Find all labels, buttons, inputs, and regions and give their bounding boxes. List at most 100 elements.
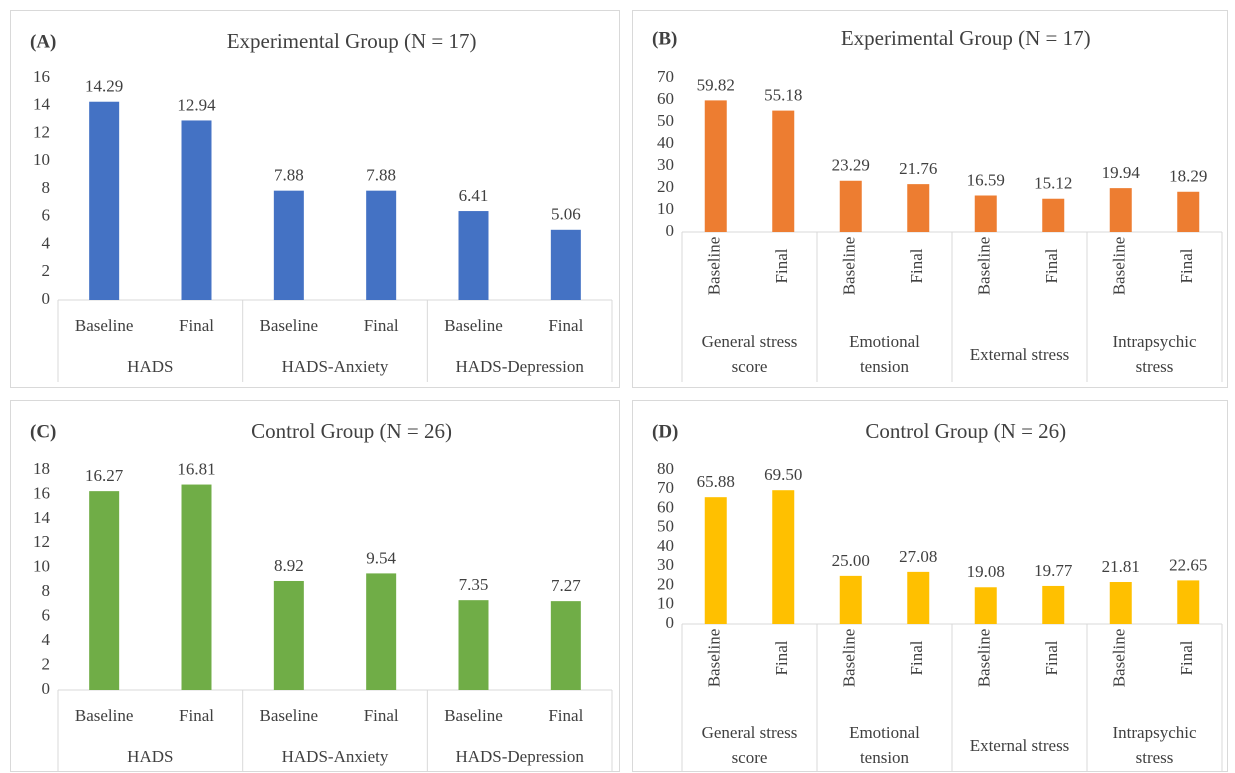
bar [839,575,862,624]
category-label: Final [1042,640,1061,675]
category-label: Baseline [705,237,724,296]
group-label-box: Emotional tension [849,332,920,376]
bar [550,229,581,300]
value-label: 12.94 [177,95,216,114]
value-label: 23.29 [832,156,870,175]
y-tick-label: 6 [42,206,51,225]
category-label: Baseline [260,316,319,335]
group-label-box: General stress score [702,332,798,376]
value-label: 14.29 [85,77,123,96]
value-label: 55.18 [764,86,802,105]
bar [1042,198,1065,232]
bar [1042,585,1065,624]
group-label: External stress [969,344,1070,364]
y-tick-label: 0 [666,221,675,240]
value-label: 7.88 [274,166,304,185]
group-label: HADS-Depression [455,746,584,766]
y-tick-label: 70 [657,478,674,497]
group-label-box: External stress [970,736,1070,755]
y-tick-label: 0 [42,679,51,698]
group-label: HADS [127,746,174,766]
value-label: 5.06 [551,205,581,224]
y-tick-label: 80 [657,459,674,478]
category-label: Baseline [75,706,134,725]
value-label: 16.81 [177,459,215,478]
y-tick-label: 10 [33,150,50,169]
category-label: Final [772,640,791,675]
y-tick-label: 16 [33,483,50,502]
y-tick-label: 50 [657,517,674,536]
category-label: Final [907,640,926,675]
bar [772,110,795,232]
y-tick-label: 16 [33,67,50,86]
bar [974,587,997,624]
bar [181,484,212,690]
bar [181,120,212,301]
group-label-box: HADS-Anxiety [281,746,389,766]
group-label-box: External stress [969,344,1070,364]
y-tick-label: 14 [33,95,51,114]
value-label: 19.77 [1034,561,1073,580]
group-label: HADS-Anxiety [281,746,389,766]
y-tick-label: 14 [33,508,51,527]
value-label: 21.81 [1102,557,1140,576]
chart-title: Control Group (N = 26) [251,419,452,443]
value-label: 25.00 [832,551,870,570]
bar [366,573,397,690]
group-label: Intrapsychic stress [1112,723,1197,767]
category-label: Final [548,316,583,335]
category-label: Final [1177,248,1196,283]
panel-label: (C) [30,421,56,442]
y-tick-label: 40 [657,536,674,555]
group-label-box: HADS [127,357,173,376]
value-label: 19.08 [967,562,1005,581]
y-tick-label: 20 [657,177,674,196]
category-label: Baseline [444,316,503,335]
panel-border [10,10,620,388]
category-label: Baseline [840,629,859,688]
y-tick-label: 50 [657,111,674,130]
group-label: Intrapsychic stress [1112,332,1197,376]
y-tick-label: 0 [666,613,675,632]
panel-label: (A) [30,31,56,52]
category-label: Final [364,316,399,335]
category-label: Baseline [1110,237,1129,296]
value-label: 7.35 [459,575,489,594]
value-label: 22.65 [1169,555,1207,574]
y-tick-label: 12 [33,532,50,551]
y-tick-label: 60 [657,497,674,516]
group-label-box: Emotional tension [849,723,920,767]
value-label: 65.88 [697,472,735,491]
value-label: 21.76 [899,159,937,178]
group-label: Emotional tension [849,332,920,376]
group-label-box: HADS-Anxiety [282,357,389,376]
category-label: Final [179,706,214,725]
panel-label: (D) [652,421,678,442]
category-label: Baseline [444,706,503,725]
bar [273,190,304,300]
category-label: Baseline [260,706,319,725]
y-tick-label: 10 [657,199,674,218]
value-label: 69.50 [764,465,802,484]
y-tick-label: 10 [33,557,50,576]
bar [704,100,727,233]
y-tick-label: 40 [657,133,674,152]
value-label: 59.82 [697,75,735,94]
category-label: Baseline [75,316,134,335]
category-label: Final [772,248,791,283]
y-tick-label: 6 [42,606,51,625]
category-label: Final [364,706,399,725]
group-label-box: General stress score [702,723,798,767]
bar [704,497,727,624]
group-label: Emotional tension [849,723,920,767]
category-label: Baseline [705,629,724,688]
category-label: Baseline [975,237,994,296]
group-label-box: HADS-Depression [455,357,583,376]
value-label: 9.54 [366,548,396,567]
y-tick-label: 60 [657,89,674,108]
y-tick-label: 2 [42,654,51,673]
y-tick-label: 10 [657,594,674,613]
category-label: Baseline [840,237,859,296]
y-tick-label: 18 [33,459,50,478]
